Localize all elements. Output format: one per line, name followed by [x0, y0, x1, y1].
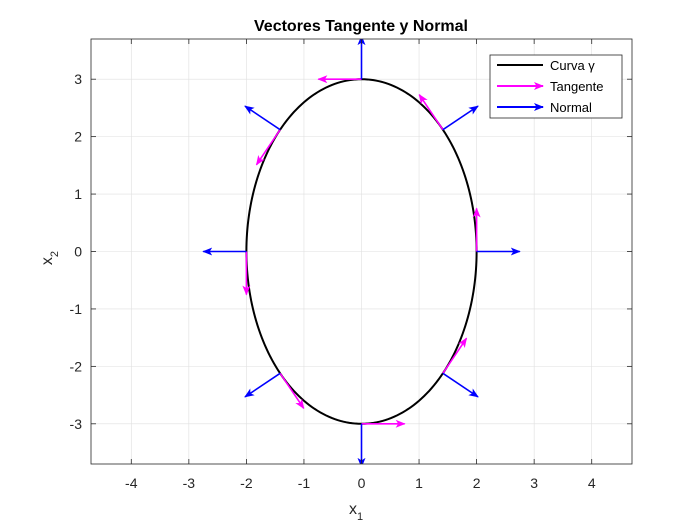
y-axis-label: x2: [39, 251, 61, 265]
normal-vector-arrow: [244, 372, 281, 398]
x-tick-label: -3: [183, 475, 196, 491]
y-tick-label: -1: [70, 301, 83, 317]
x-tick-label: -4: [125, 475, 138, 491]
tangent-vector-arrow: [418, 93, 444, 131]
normal-vector-arrow: [244, 105, 281, 131]
normal-vector-arrow: [442, 372, 479, 398]
y-tick-label: -3: [70, 416, 83, 432]
tangent-vector-arrow: [255, 129, 281, 166]
legend-label-normal: Normal: [550, 100, 592, 115]
x-tick-label: -2: [240, 475, 253, 491]
x-tick-label: 4: [588, 475, 596, 491]
legend-label-curve: Curva γ: [550, 58, 595, 73]
y-tick-label: 1: [74, 186, 82, 202]
y-tick-label: 2: [74, 129, 82, 145]
x-tick-label: 3: [530, 475, 538, 491]
normal-vector-arrow: [442, 105, 479, 131]
tangent-vector-arrow: [442, 337, 468, 374]
y-tick-label: -2: [70, 358, 83, 374]
x-tick-label: -1: [298, 475, 311, 491]
x-tick-label: 1: [415, 475, 423, 491]
y-tick-label: 0: [74, 244, 82, 260]
legend-label-tangent: Tangente: [550, 79, 604, 94]
y-tick-label: 3: [74, 71, 82, 87]
x-axis-ticks: -4 -3 -2 -1 0 1 2 3 4: [125, 39, 596, 491]
chart-title: Vectores Tangente y Normal: [254, 18, 468, 35]
tangent-vectors: [242, 75, 481, 428]
x-tick-label: 2: [473, 475, 481, 491]
x-axis-label: x1: [349, 501, 363, 523]
plot-area: [202, 39, 521, 464]
x-tick-label: 0: [358, 475, 366, 491]
legend: Curva γ Tangente Normal: [489, 54, 623, 119]
y-axis-ticks: -3 -2 -1 0 1 2 3: [70, 71, 632, 432]
tangent-vector-arrow: [279, 372, 305, 410]
